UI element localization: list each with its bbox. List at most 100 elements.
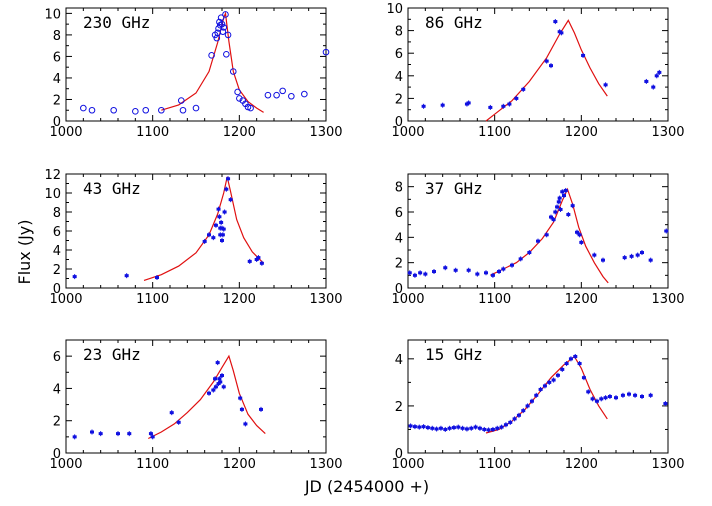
data-point: [581, 53, 586, 57]
data-point: [586, 390, 591, 394]
x-tick-label: 1000: [391, 292, 424, 307]
x-tick-label: 1200: [565, 125, 598, 140]
y-tick-label: 6: [53, 225, 61, 240]
panel-title: 86 GHz: [425, 13, 483, 32]
data-point: [430, 426, 435, 430]
data-point: [568, 357, 573, 361]
data-point: [577, 362, 582, 366]
data-point: [497, 270, 501, 274]
x-tick-label: 1200: [223, 125, 256, 140]
data-point: [218, 20, 226, 28]
data-point: [213, 377, 218, 381]
data-point: [640, 395, 644, 398]
x-tick-label: 1100: [136, 457, 169, 472]
data-point: [599, 397, 604, 401]
data-point: [148, 432, 153, 436]
data-point: [215, 361, 220, 365]
data-point: [627, 392, 631, 396]
data-point: [518, 257, 523, 261]
panel-6: 1000 1100 1200 1300 0 2 4 15 GHz: [391, 339, 685, 472]
data-point: [466, 268, 471, 272]
y-tick-label: 4: [395, 353, 403, 368]
data-point: [508, 420, 513, 424]
plot-frame: [65, 7, 327, 122]
data-point: [614, 396, 618, 400]
data-point: [495, 426, 500, 430]
x-tick-label: 1300: [309, 125, 342, 140]
data-point: [633, 393, 638, 397]
data-point: [220, 233, 225, 237]
data-point: [221, 227, 226, 231]
data-point: [421, 104, 426, 108]
data-point: [127, 432, 132, 436]
data-point: [238, 396, 243, 400]
data-point: [256, 256, 261, 260]
data-point: [273, 91, 280, 99]
data-point: [202, 239, 207, 243]
panel-title: 23 GHz: [83, 345, 141, 364]
data-point: [557, 196, 562, 200]
y-tick-label: 2: [395, 92, 403, 107]
data-point: [217, 215, 222, 219]
x-tick-label: 1300: [651, 125, 684, 140]
y-tick-label: 6: [395, 206, 403, 221]
data-point: [521, 87, 526, 91]
data-point: [72, 275, 77, 279]
x-tick-label: 1100: [478, 292, 511, 307]
x-tick-label: 1300: [309, 457, 342, 472]
data-point: [551, 218, 556, 222]
data-point: [223, 50, 230, 58]
data-point: [220, 24, 228, 31]
x-tick-label: 1000: [49, 125, 82, 140]
data-point: [512, 417, 517, 421]
data-point: [243, 422, 248, 426]
y-tick-label: 4: [53, 244, 61, 259]
data-point: [288, 92, 295, 100]
data-point: [412, 425, 417, 429]
data-point: [418, 271, 423, 275]
data-point: [213, 385, 218, 389]
data-point: [440, 103, 445, 107]
data-point: [563, 188, 568, 192]
data-point: [221, 385, 226, 389]
data-point: [447, 426, 452, 430]
data-point: [507, 102, 512, 106]
y-tick-label: 10: [44, 7, 61, 22]
data-point: [601, 258, 605, 262]
data-point: [460, 426, 465, 430]
y-tick-label: 0: [53, 447, 61, 462]
x-tick-label: 1300: [651, 457, 684, 472]
x-tick-label: 1100: [478, 457, 511, 472]
data-point: [564, 362, 569, 366]
data-point: [555, 373, 560, 377]
data-point: [421, 425, 426, 429]
data-point: [490, 427, 495, 431]
data-point: [218, 233, 223, 237]
data-point: [443, 266, 448, 270]
data-point: [657, 70, 662, 74]
model-curve: [161, 11, 264, 113]
data-point: [408, 424, 413, 428]
data-point: [466, 101, 471, 105]
data-point: [116, 432, 120, 436]
data-point: [464, 427, 469, 431]
data-point: [527, 251, 532, 255]
x-tick-label: 1000: [391, 457, 424, 472]
data-point: [150, 435, 155, 439]
data-point: [475, 272, 480, 276]
data-point: [90, 430, 94, 434]
data-point: [211, 236, 216, 240]
data-point: [654, 74, 659, 78]
data-point: [224, 31, 232, 39]
data-point: [477, 426, 482, 430]
data-point: [207, 391, 211, 395]
data-point: [453, 268, 458, 272]
data-point: [629, 254, 634, 258]
data-point: [490, 273, 495, 277]
y-tick-label: 12: [44, 168, 61, 183]
data-point: [218, 380, 223, 384]
data-point: [510, 263, 514, 267]
data-point: [158, 106, 165, 114]
